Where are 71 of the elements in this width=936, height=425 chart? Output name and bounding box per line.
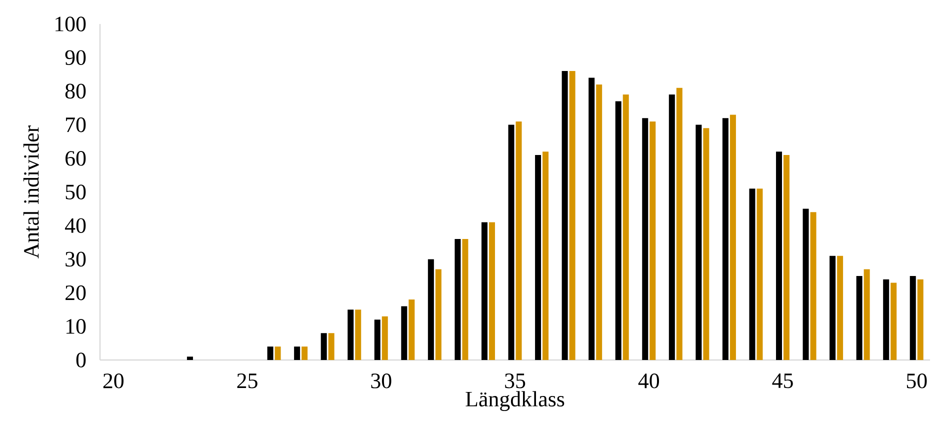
bar	[596, 84, 602, 360]
bar	[864, 269, 870, 360]
bar	[856, 276, 862, 360]
bar	[569, 71, 576, 360]
y-tick-label: 60	[66, 151, 86, 166]
bar	[883, 279, 890, 360]
bar	[622, 94, 629, 360]
bar	[328, 333, 334, 360]
bar	[348, 310, 354, 360]
bar	[428, 259, 434, 360]
bar	[488, 222, 495, 360]
bar	[401, 306, 408, 360]
bar	[830, 256, 836, 360]
bar	[588, 78, 595, 360]
y-tick-label: 70	[66, 117, 86, 132]
bar	[756, 188, 763, 360]
y-tick-label: 80	[65, 84, 86, 99]
x-tick-label: 40	[638, 374, 660, 388]
y-tick-label: 50	[66, 184, 86, 200]
bar	[802, 208, 809, 360]
y-tick-label: 30	[66, 252, 86, 267]
bar	[481, 222, 488, 360]
bar	[615, 101, 622, 360]
bar	[516, 121, 522, 360]
bar	[274, 346, 281, 360]
bar	[542, 152, 549, 360]
bar	[730, 114, 736, 360]
bar	[462, 239, 468, 360]
y-tick-label: 100	[56, 16, 86, 32]
bar	[535, 155, 542, 360]
x-tick-label: 45	[772, 374, 793, 388]
y-tick-label: 90	[65, 50, 86, 65]
bar	[454, 239, 461, 360]
x-tick-label: 50	[906, 374, 927, 388]
bar	[917, 279, 924, 360]
bar	[650, 121, 656, 360]
x-tick-label: 30	[371, 374, 392, 388]
bar	[784, 155, 790, 360]
bar	[435, 269, 442, 360]
bar	[562, 71, 568, 360]
y-axis-title: Antal individer	[23, 126, 39, 258]
bar	[186, 356, 193, 360]
bar	[722, 118, 728, 360]
bar	[749, 188, 756, 360]
x-axis-title: Längdklass	[466, 391, 564, 412]
bar	[776, 152, 782, 360]
bar	[355, 310, 362, 360]
x-tick-label: 25	[237, 374, 258, 388]
y-tick-label: 20	[66, 285, 86, 300]
bar	[408, 300, 415, 360]
bar	[810, 212, 816, 360]
bar	[696, 124, 702, 360]
bar	[302, 346, 308, 360]
x-tick-label: 20	[103, 374, 124, 388]
bar	[642, 118, 648, 360]
bar	[294, 346, 300, 360]
bar	[837, 256, 844, 360]
bar	[508, 124, 514, 360]
bar	[382, 316, 388, 360]
bar	[320, 333, 327, 360]
y-tick-label: 10	[66, 319, 86, 334]
y-tick-label: 40	[65, 218, 86, 233]
bar	[267, 346, 274, 360]
bar	[890, 282, 897, 360]
bar	[374, 320, 380, 360]
y-tick-label: 0	[76, 352, 86, 368]
x-tick-label: 35	[505, 374, 526, 388]
bar	[668, 94, 675, 360]
bar	[910, 276, 916, 360]
bar	[676, 88, 682, 360]
bar	[703, 128, 710, 360]
